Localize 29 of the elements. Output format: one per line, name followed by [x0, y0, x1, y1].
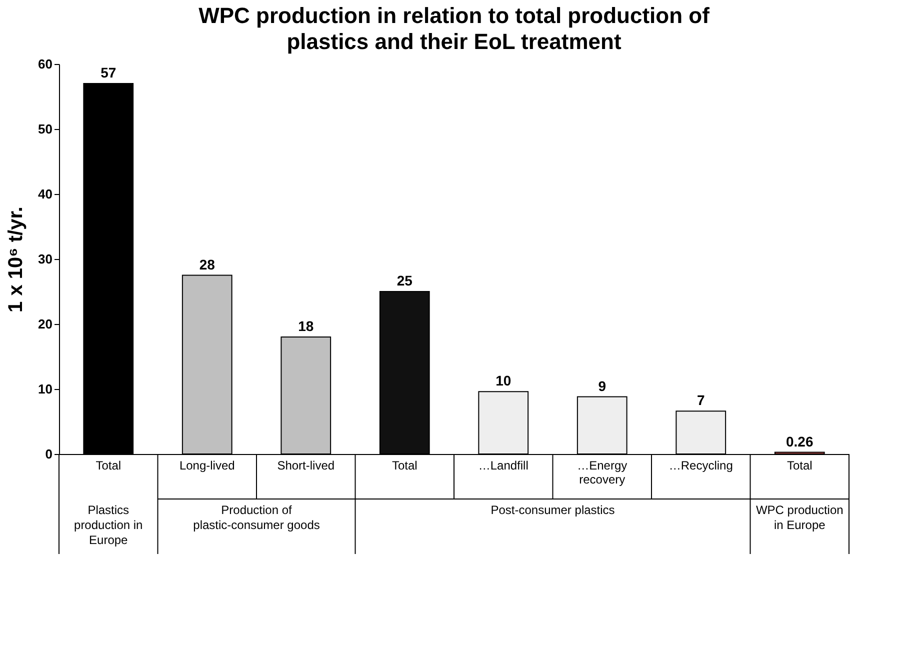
x-tick-label: Total — [392, 458, 418, 472]
x-tick-label: …Recycling — [668, 458, 733, 472]
text: Post-consumer plastics — [490, 503, 615, 517]
x-tick-label: Total — [786, 458, 812, 472]
data-label: 57 — [100, 64, 116, 80]
y-tick-label: 40 — [38, 186, 52, 202]
text: WPC production in Europe — [756, 503, 844, 532]
text: Plastics production in Europe — [74, 503, 143, 547]
data-label: 18 — [298, 318, 314, 334]
text: Production of plastic-consumer goods — [193, 503, 320, 532]
data-label: 28 — [199, 256, 216, 272]
y-tick-label: 30 — [38, 252, 52, 266]
y-tick-label: 0 — [45, 446, 52, 462]
y-tick-label: 10 — [38, 382, 52, 396]
data-label: 25 — [396, 272, 413, 288]
x-tick-label: …Energy recovery — [577, 458, 628, 486]
data-label: 9 — [598, 378, 606, 394]
y-tick-label: 50 — [38, 122, 52, 136]
data-label: 10 — [496, 372, 512, 389]
data-label: 0.26 — [786, 433, 814, 450]
x-tick-label: Total — [96, 458, 122, 472]
chart-title: WPC production in relation to total production of plastics and their EoL treatment — [198, 3, 710, 54]
y-tick-label: 20 — [38, 316, 52, 332]
x-tick-label: …Landfill — [478, 458, 528, 472]
x-tick-label: Short-lived — [277, 458, 335, 472]
y-tick-label: 60 — [38, 56, 52, 72]
x-tick-label: Long-lived — [179, 458, 235, 472]
y-axis-title: 1 x 10⁶ t/yr. — [5, 206, 28, 312]
data-label: 7 — [696, 392, 705, 408]
